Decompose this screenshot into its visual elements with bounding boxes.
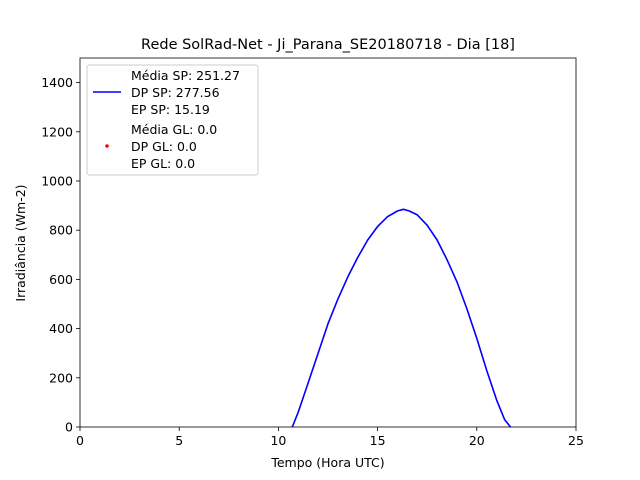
- axes-frame: [79, 57, 577, 428]
- x-axis: 0 5 10 15 20 25: [76, 427, 584, 448]
- y-axis-label: Irradiância (Wm-2): [13, 184, 28, 301]
- y-axis: 0 200 400 600 800 1000 1200 1400: [41, 75, 80, 435]
- legend-label: EP SP: 15.19: [131, 102, 210, 117]
- x-tick-label: 0: [76, 433, 84, 448]
- legend-label: Média GL: 0.0: [131, 122, 217, 137]
- x-tick-label: 15: [370, 433, 386, 448]
- chart-title: Rede SolRad-Net - Ji_Parana_SE20180718 -…: [141, 37, 515, 53]
- legend-label: EP GL: 0.0: [131, 156, 195, 171]
- y-tick-label: 800: [49, 223, 73, 238]
- legend-label: DP GL: 0.0: [131, 139, 197, 154]
- legend-label: DP SP: 277.56: [131, 85, 220, 100]
- y-tick-label: 0: [65, 420, 73, 435]
- y-tick-label: 600: [49, 272, 73, 287]
- y-tick-label: 1000: [41, 174, 73, 189]
- y-tick-label: 1400: [41, 75, 73, 90]
- x-tick-label: 25: [568, 433, 584, 448]
- x-tick-label: 10: [270, 433, 286, 448]
- legend-label: Média SP: 251.27: [131, 68, 240, 83]
- series-line-0: [291, 208, 512, 428]
- legend-dot-marker: [105, 144, 109, 148]
- y-tick-label: 200: [49, 370, 73, 385]
- y-tick-label: 400: [49, 321, 73, 336]
- plot-area: [291, 208, 512, 428]
- y-tick-label: 1200: [41, 124, 73, 139]
- legend: Média SP: 251.27 DP SP: 277.56 EP SP: 15.1…: [86, 64, 259, 176]
- x-tick-label: 20: [469, 433, 485, 448]
- legend-box: [86, 64, 259, 176]
- x-tick-label: 5: [175, 433, 183, 448]
- x-axis-label: Tempo (Hora UTC): [270, 455, 384, 470]
